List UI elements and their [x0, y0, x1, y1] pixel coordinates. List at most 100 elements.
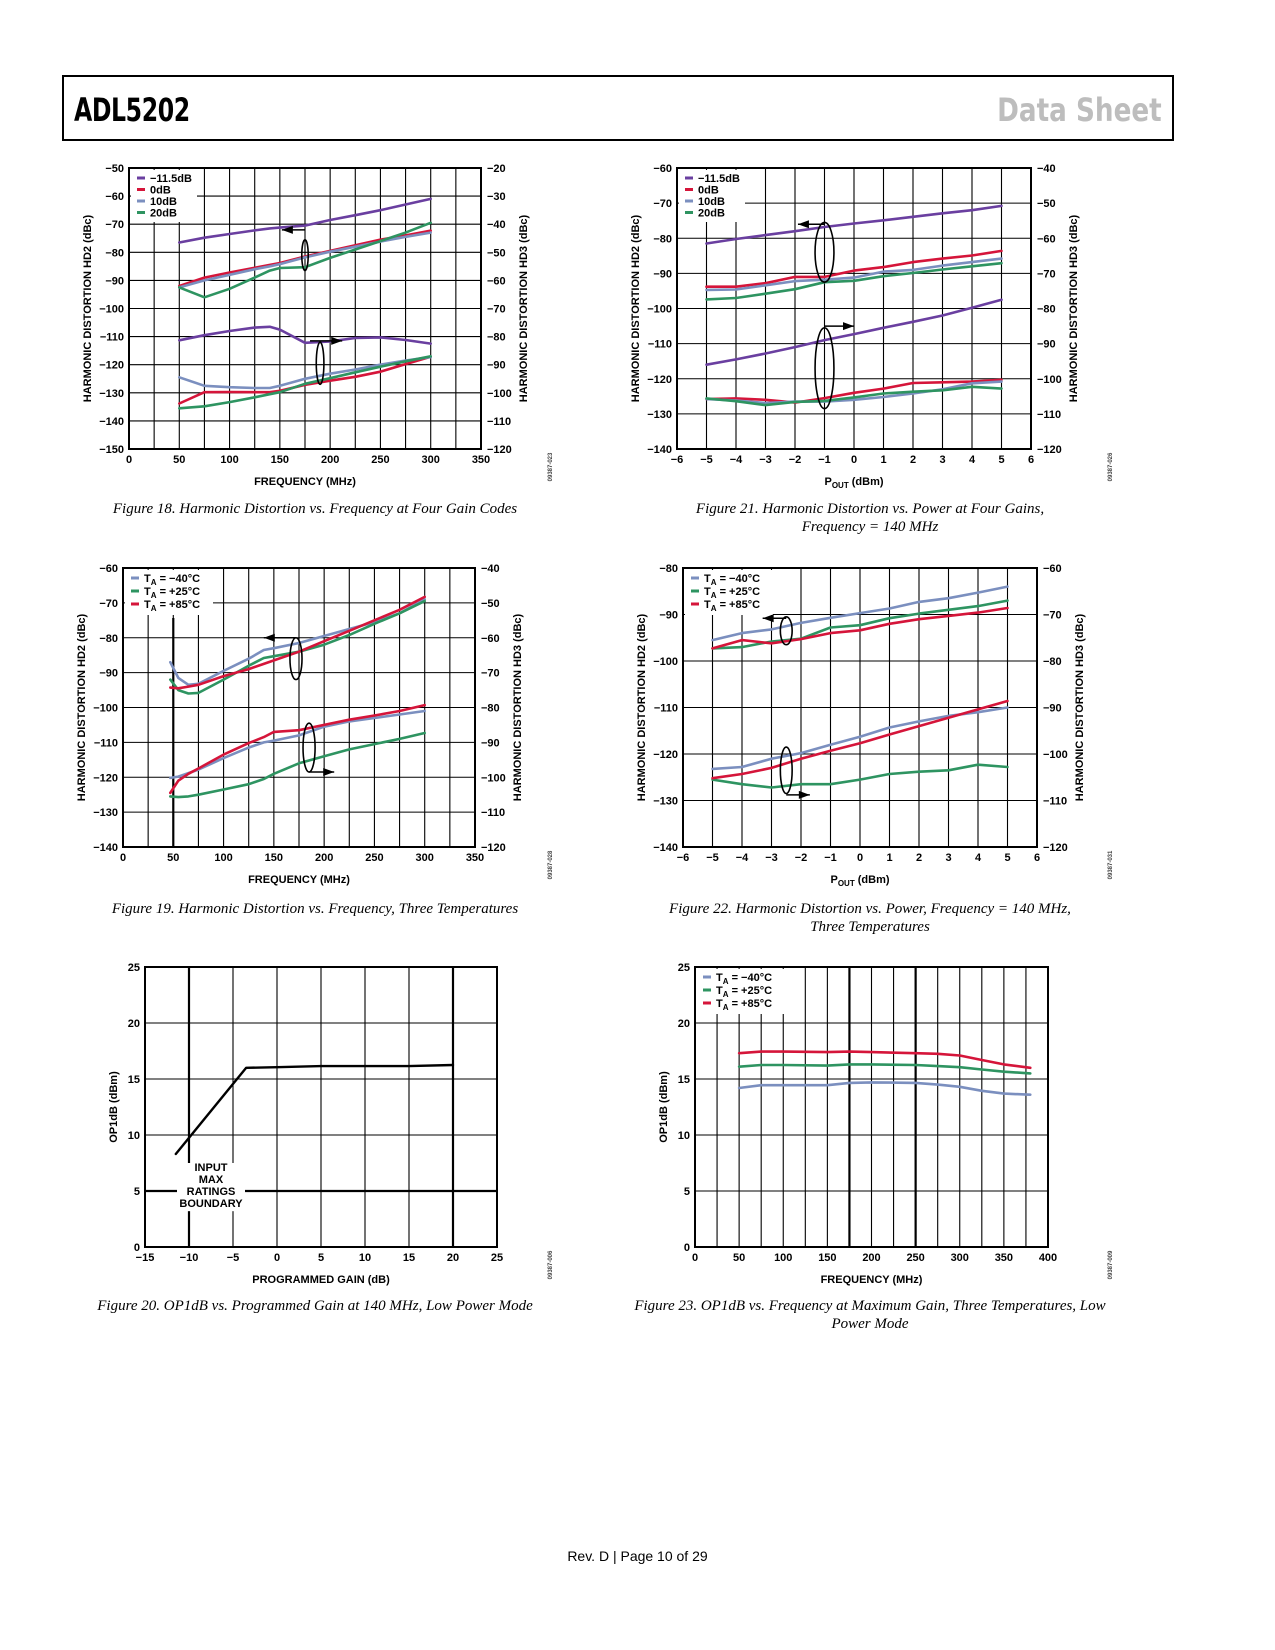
- x-tick-label: 200: [862, 1252, 880, 1264]
- figure-19-caption: Figure 19. Harmonic Distortion vs. Frequ…: [111, 901, 519, 917]
- figure-22: TA = −40°C TA = +25°C TA = +85°C −80 −90 −100…: [625, 560, 1120, 895]
- x-label-sub: OUT: [838, 879, 855, 888]
- series-line: [705, 385, 1003, 407]
- y2-tick-label: −40: [1037, 163, 1056, 175]
- x-tick-label: 5: [318, 1252, 324, 1264]
- y-tick-label: −60: [99, 563, 118, 575]
- x-tick-label: −6: [677, 852, 690, 864]
- legend-subscript: A: [711, 578, 717, 587]
- series-line: [705, 257, 1003, 292]
- arrow-left-icon: [263, 633, 275, 642]
- arrow-left-icon: [762, 614, 774, 623]
- callout-ellipse: [315, 341, 325, 386]
- legend-prefix: T: [716, 972, 723, 984]
- arrow-right-icon: [331, 336, 343, 345]
- x-tick-label: 350: [995, 1252, 1013, 1264]
- legend-prefix: T: [704, 586, 711, 598]
- y-axis-label: HARMONIC DISTORTION HD2 (dBc): [636, 613, 648, 801]
- x-tick-label: 250: [371, 454, 389, 466]
- plot-frame: [128, 167, 482, 450]
- x-tick-label: 0: [126, 454, 132, 466]
- y-tick-label: −120: [653, 749, 678, 761]
- figure-18: −11.5dB 0dB 10dB 20dB −50 −60 −70 −80 −90 −100 −11…: [70, 160, 560, 495]
- figure-23-caption: Figure 23. OP1dB vs. Frequency at Maximu…: [634, 1298, 1106, 1332]
- y-tick-label: −140: [653, 842, 678, 854]
- y-tick-label: 25: [678, 962, 690, 974]
- x-tick-label: −3: [765, 852, 778, 864]
- x-tick-label: 1: [880, 454, 886, 466]
- callout-ellipse: [300, 238, 310, 272]
- series-line: [705, 249, 1003, 288]
- legend-prefix: T: [704, 573, 711, 585]
- x-tick-label: 10: [359, 1252, 371, 1264]
- annotation-line: MAX: [199, 1174, 224, 1186]
- series-line: [711, 699, 1009, 780]
- legend-label: 0dB: [150, 185, 171, 197]
- y2-tick-label: −60: [1037, 233, 1056, 245]
- annotation-line: RATINGS: [187, 1186, 236, 1198]
- x-tick-label: −3: [759, 454, 772, 466]
- series-line: [174, 1063, 455, 1156]
- y-tick-label: −70: [653, 198, 672, 210]
- y-tick-label: −100: [99, 304, 124, 316]
- y2-tick-label: −120: [481, 842, 506, 854]
- y-tick-label: 5: [684, 1186, 690, 1198]
- y2-tick-label: −50: [487, 247, 506, 259]
- y-axis-label: OP1dB (dBm): [108, 1071, 120, 1143]
- x-tick-label: 250: [365, 852, 383, 864]
- x-axis-label: POUT (dBm): [830, 874, 889, 888]
- y2-tick-label: −70: [1043, 610, 1062, 622]
- plot-frame: [682, 567, 1038, 848]
- legend-label: TA = +25°C: [716, 985, 772, 999]
- y-tick-label: 5: [134, 1186, 140, 1198]
- grid: [129, 168, 481, 449]
- x-tick-label: 200: [321, 454, 339, 466]
- y-tick-label: −90: [653, 268, 672, 280]
- arrow-right-icon: [843, 322, 854, 331]
- figure-19: TA = −40°C TA = +25°C TA = +85°C −60 −70 −80−…: [70, 560, 560, 895]
- y2-tick-label: −110: [487, 416, 511, 428]
- y-tick-label: 10: [678, 1130, 690, 1142]
- x-tick-label: 150: [265, 852, 283, 864]
- legend-text: = +85°C: [157, 599, 201, 611]
- x-axis-label: FREQUENCY (MHz): [254, 476, 356, 488]
- legend-background: [697, 969, 785, 1014]
- series-line: [705, 378, 1003, 404]
- y2-tick-label: −30: [487, 191, 506, 203]
- series-line: [169, 599, 426, 695]
- series-line: [705, 380, 1003, 405]
- annotation-line: BOUNDARY: [179, 1198, 243, 1210]
- y2-tick-label: −120: [487, 444, 512, 456]
- y-tick-label: −130: [653, 796, 678, 808]
- arrow-right-icon: [798, 790, 810, 799]
- x-tick-label: 350: [466, 852, 484, 864]
- x-tick-label: 50: [173, 454, 185, 466]
- legend-label: TA = +25°C: [704, 586, 760, 600]
- y2-tick-label: −100: [1037, 374, 1062, 386]
- x-tick-label: −1: [824, 852, 837, 864]
- x-tick-label: 50: [733, 1252, 745, 1264]
- legend-label: TA = +25°C: [144, 586, 200, 600]
- x-tick-label: 0: [692, 1252, 698, 1264]
- x-label-sub: OUT: [832, 481, 849, 490]
- figure-20-caption: Figure 20. OP1dB vs. Programmed Gain at …: [97, 1298, 533, 1314]
- x-tick-label: 4: [969, 454, 976, 466]
- legend-label: 10dB: [150, 196, 177, 208]
- y-tick-label: −130: [99, 388, 124, 400]
- y-axis-label: HARMONIC DISTORTION HD2 (dBc): [630, 214, 642, 402]
- y2-tick-label: −60: [481, 633, 500, 645]
- fig22-svg: TA = −40°CTA = +25°CTA = +85°C−80−90−100…: [636, 563, 1114, 888]
- series-line: [178, 355, 432, 390]
- callout-ellipse: [814, 221, 835, 283]
- page-header: ADL5202 Data Sheet: [62, 75, 1174, 141]
- x-tick-label: 100: [214, 852, 232, 864]
- figure-id: 09387-023: [548, 452, 554, 481]
- y-tick-label: −140: [99, 416, 124, 428]
- y2-tick-label: −110: [1043, 796, 1067, 808]
- legend-label: 20dB: [150, 208, 177, 220]
- x-tick-label: 350: [472, 454, 490, 466]
- x-tick-label: −2: [789, 454, 802, 466]
- callout-ellipse: [302, 722, 316, 773]
- legend: TA = −40°CTA = +25°CTA = +85°C: [697, 969, 785, 1014]
- series-line: [178, 325, 432, 345]
